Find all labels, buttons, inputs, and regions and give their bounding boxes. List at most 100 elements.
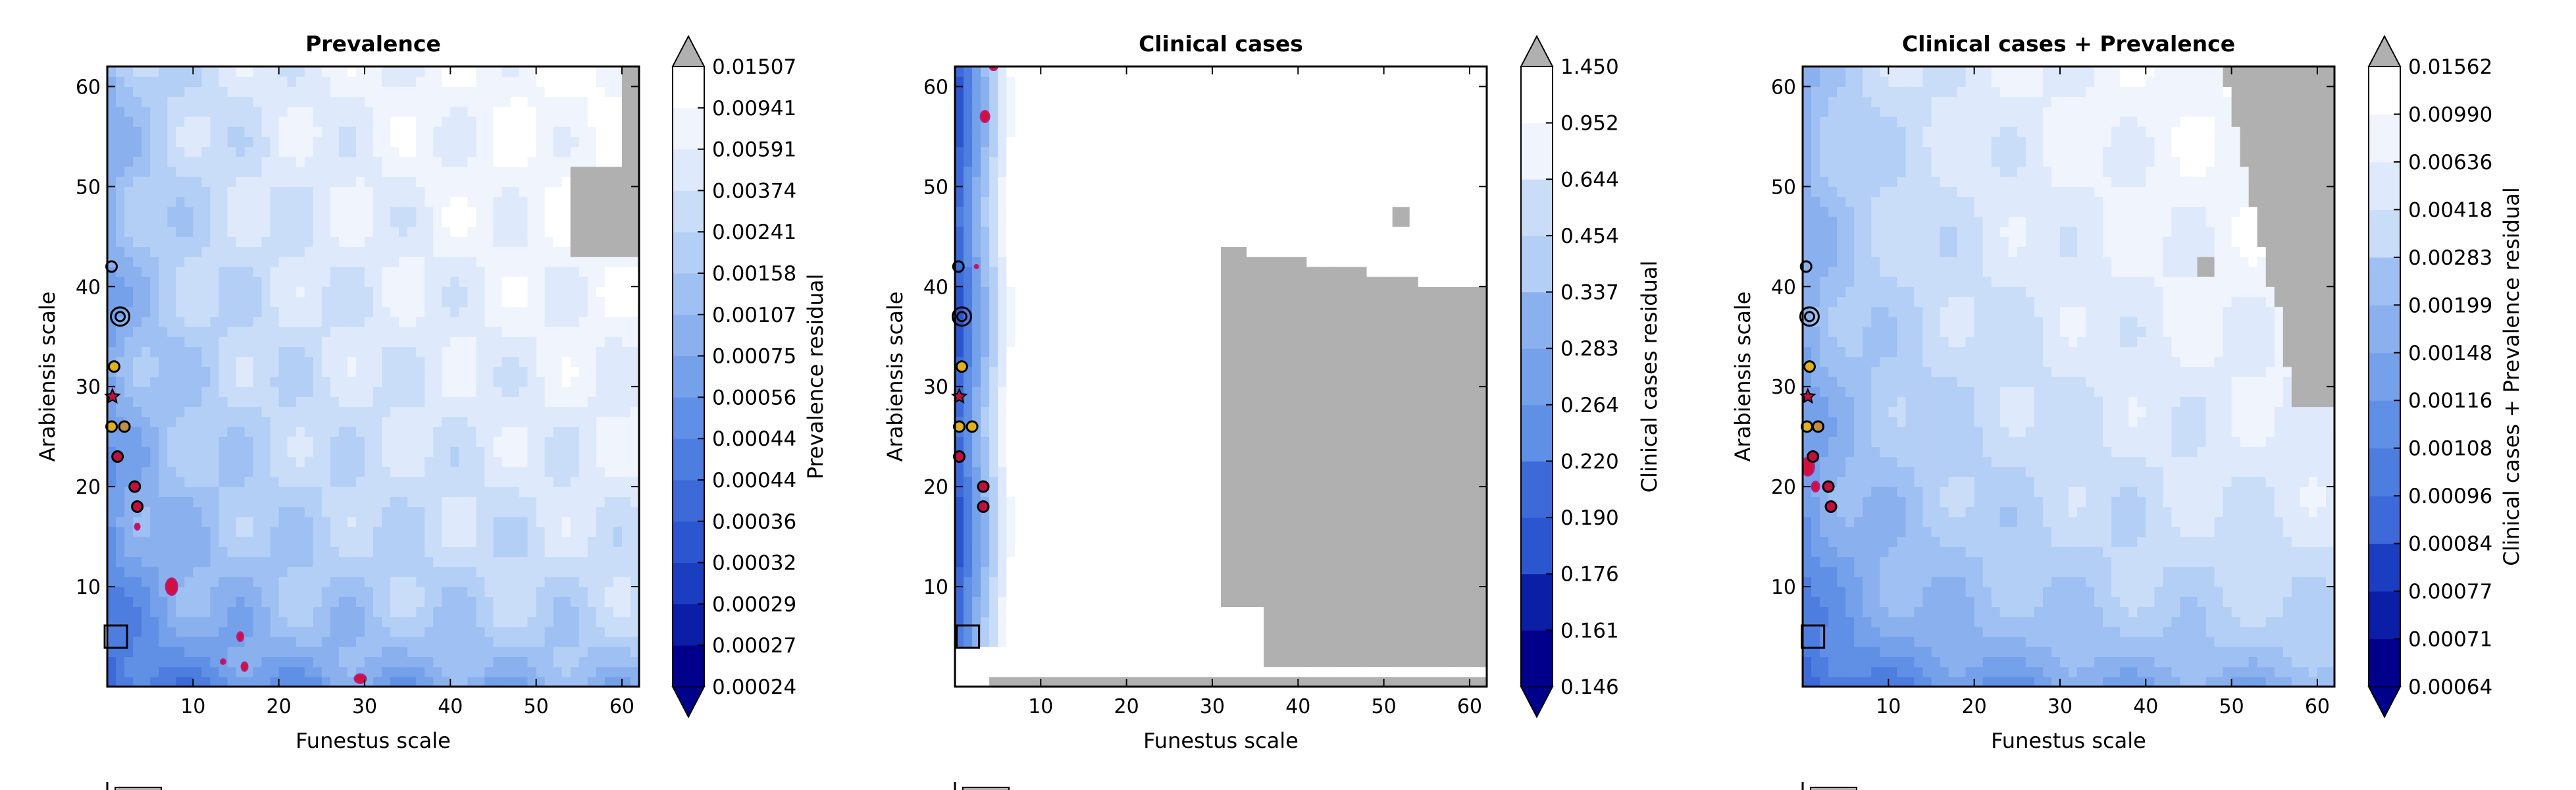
heatmap-cell — [287, 186, 297, 198]
heatmap-cell — [433, 537, 442, 547]
heatmap-cell — [1066, 526, 1076, 537]
heatmap-cell — [621, 446, 631, 458]
heatmap-cell — [1075, 396, 1085, 408]
heatmap-cell — [261, 256, 271, 267]
heatmap-cell — [124, 66, 134, 77]
heatmap-cell — [364, 587, 374, 597]
heatmap-cell — [1032, 576, 1041, 587]
heatmap-cell — [536, 136, 546, 147]
heatmap-cell — [1015, 146, 1024, 157]
heatmap-cell — [433, 146, 442, 157]
heatmap-cell — [536, 366, 546, 377]
heatmap-cell — [193, 396, 202, 408]
heatmap-cell — [981, 646, 990, 658]
heatmap-cell — [287, 487, 297, 497]
heatmap-cell — [442, 637, 451, 647]
heatmap-cell — [1023, 487, 1033, 497]
heatmap-cell — [236, 236, 245, 248]
heatmap-cell — [553, 336, 563, 348]
heatmap-cell — [621, 246, 631, 257]
heatmap-cell — [467, 676, 477, 687]
heatmap-cell — [1058, 646, 1068, 658]
heatmap-cell — [142, 66, 151, 77]
heatmap-cell — [998, 456, 1007, 467]
heatmap-cell — [1092, 276, 1102, 287]
heatmap-cell — [502, 436, 511, 447]
heatmap-cell — [442, 276, 451, 287]
heatmap-cell — [296, 296, 305, 307]
heatmap-cell — [587, 126, 597, 137]
heatmap-cell — [270, 406, 280, 417]
heatmap-cell — [433, 126, 442, 137]
heatmap-cell — [981, 656, 990, 668]
heatmap-cell — [321, 416, 331, 427]
heatmap-cell — [1006, 676, 1016, 687]
heatmap-cell — [433, 196, 442, 207]
heatmap-cell — [364, 456, 374, 467]
heatmap-cell — [493, 446, 503, 458]
heatmap-cell — [544, 537, 554, 547]
heatmap-cell — [544, 306, 554, 317]
heatmap-cell — [964, 496, 973, 508]
heatmap-cell — [553, 296, 563, 307]
heatmap-cell — [167, 566, 176, 577]
heatmap-cell — [278, 526, 288, 537]
heatmap-cell — [553, 566, 563, 577]
heatmap-cell — [989, 516, 998, 527]
heatmap-cell — [998, 506, 1007, 517]
heatmap-cell — [972, 666, 981, 677]
heatmap-cell — [1041, 476, 1050, 487]
heatmap-cell — [536, 306, 546, 317]
heatmap-cell — [1075, 666, 1085, 677]
heatmap-cell — [442, 466, 451, 477]
heatmap-cell — [355, 86, 365, 97]
heatmap-cell — [955, 656, 964, 668]
heatmap-cell — [407, 666, 417, 677]
heatmap-cell — [519, 266, 528, 277]
heatmap-cell — [519, 236, 528, 248]
heatmap-cell — [613, 377, 623, 387]
heatmap-cell — [261, 216, 271, 227]
heatmap-cell — [536, 206, 546, 217]
heatmap-cell — [1015, 276, 1024, 287]
heatmap-cell — [227, 426, 237, 437]
heatmap-cell — [1023, 206, 1033, 217]
heatmap-cell — [287, 646, 297, 658]
heatmap-cell — [382, 516, 391, 527]
heatmap-cell — [998, 136, 1007, 147]
heatmap-cell — [278, 246, 288, 257]
heatmap-cell — [964, 66, 973, 77]
heatmap-cell — [390, 487, 399, 497]
heatmap-cell — [338, 196, 348, 207]
heatmap-cell — [133, 377, 142, 387]
heatmap-cell — [553, 456, 563, 467]
heatmap-cell — [1023, 656, 1033, 668]
heatmap-cell — [399, 556, 408, 567]
heatmap-cell — [407, 86, 417, 97]
heatmap-cell — [442, 356, 451, 367]
heatmap-cell — [484, 196, 494, 207]
heatmap-cell — [399, 206, 408, 217]
heatmap-cell — [484, 526, 494, 537]
heatmap-cell — [184, 346, 193, 357]
heatmap-cell — [536, 426, 546, 437]
heatmap-cell — [227, 487, 237, 497]
heatmap-cell — [201, 96, 211, 107]
heatmap-cell — [484, 146, 494, 157]
heatmap-cell — [519, 86, 528, 97]
heatmap-cell — [296, 546, 305, 558]
heatmap-cell — [227, 386, 237, 397]
heatmap-cell — [1023, 246, 1033, 257]
heatmap-cell — [1058, 476, 1068, 487]
heatmap-cell — [1032, 516, 1041, 527]
heatmap-cell — [176, 116, 185, 127]
heatmap-cell — [338, 466, 348, 477]
heatmap-cell — [425, 346, 434, 357]
heatmap-cell — [553, 546, 563, 558]
heatmap-cell — [201, 596, 211, 608]
heatmap-cell — [124, 666, 134, 677]
heatmap-cell — [399, 526, 408, 537]
heatmap-cell — [630, 566, 639, 577]
heatmap-cell — [964, 146, 973, 157]
heatmap-cell — [313, 126, 322, 137]
